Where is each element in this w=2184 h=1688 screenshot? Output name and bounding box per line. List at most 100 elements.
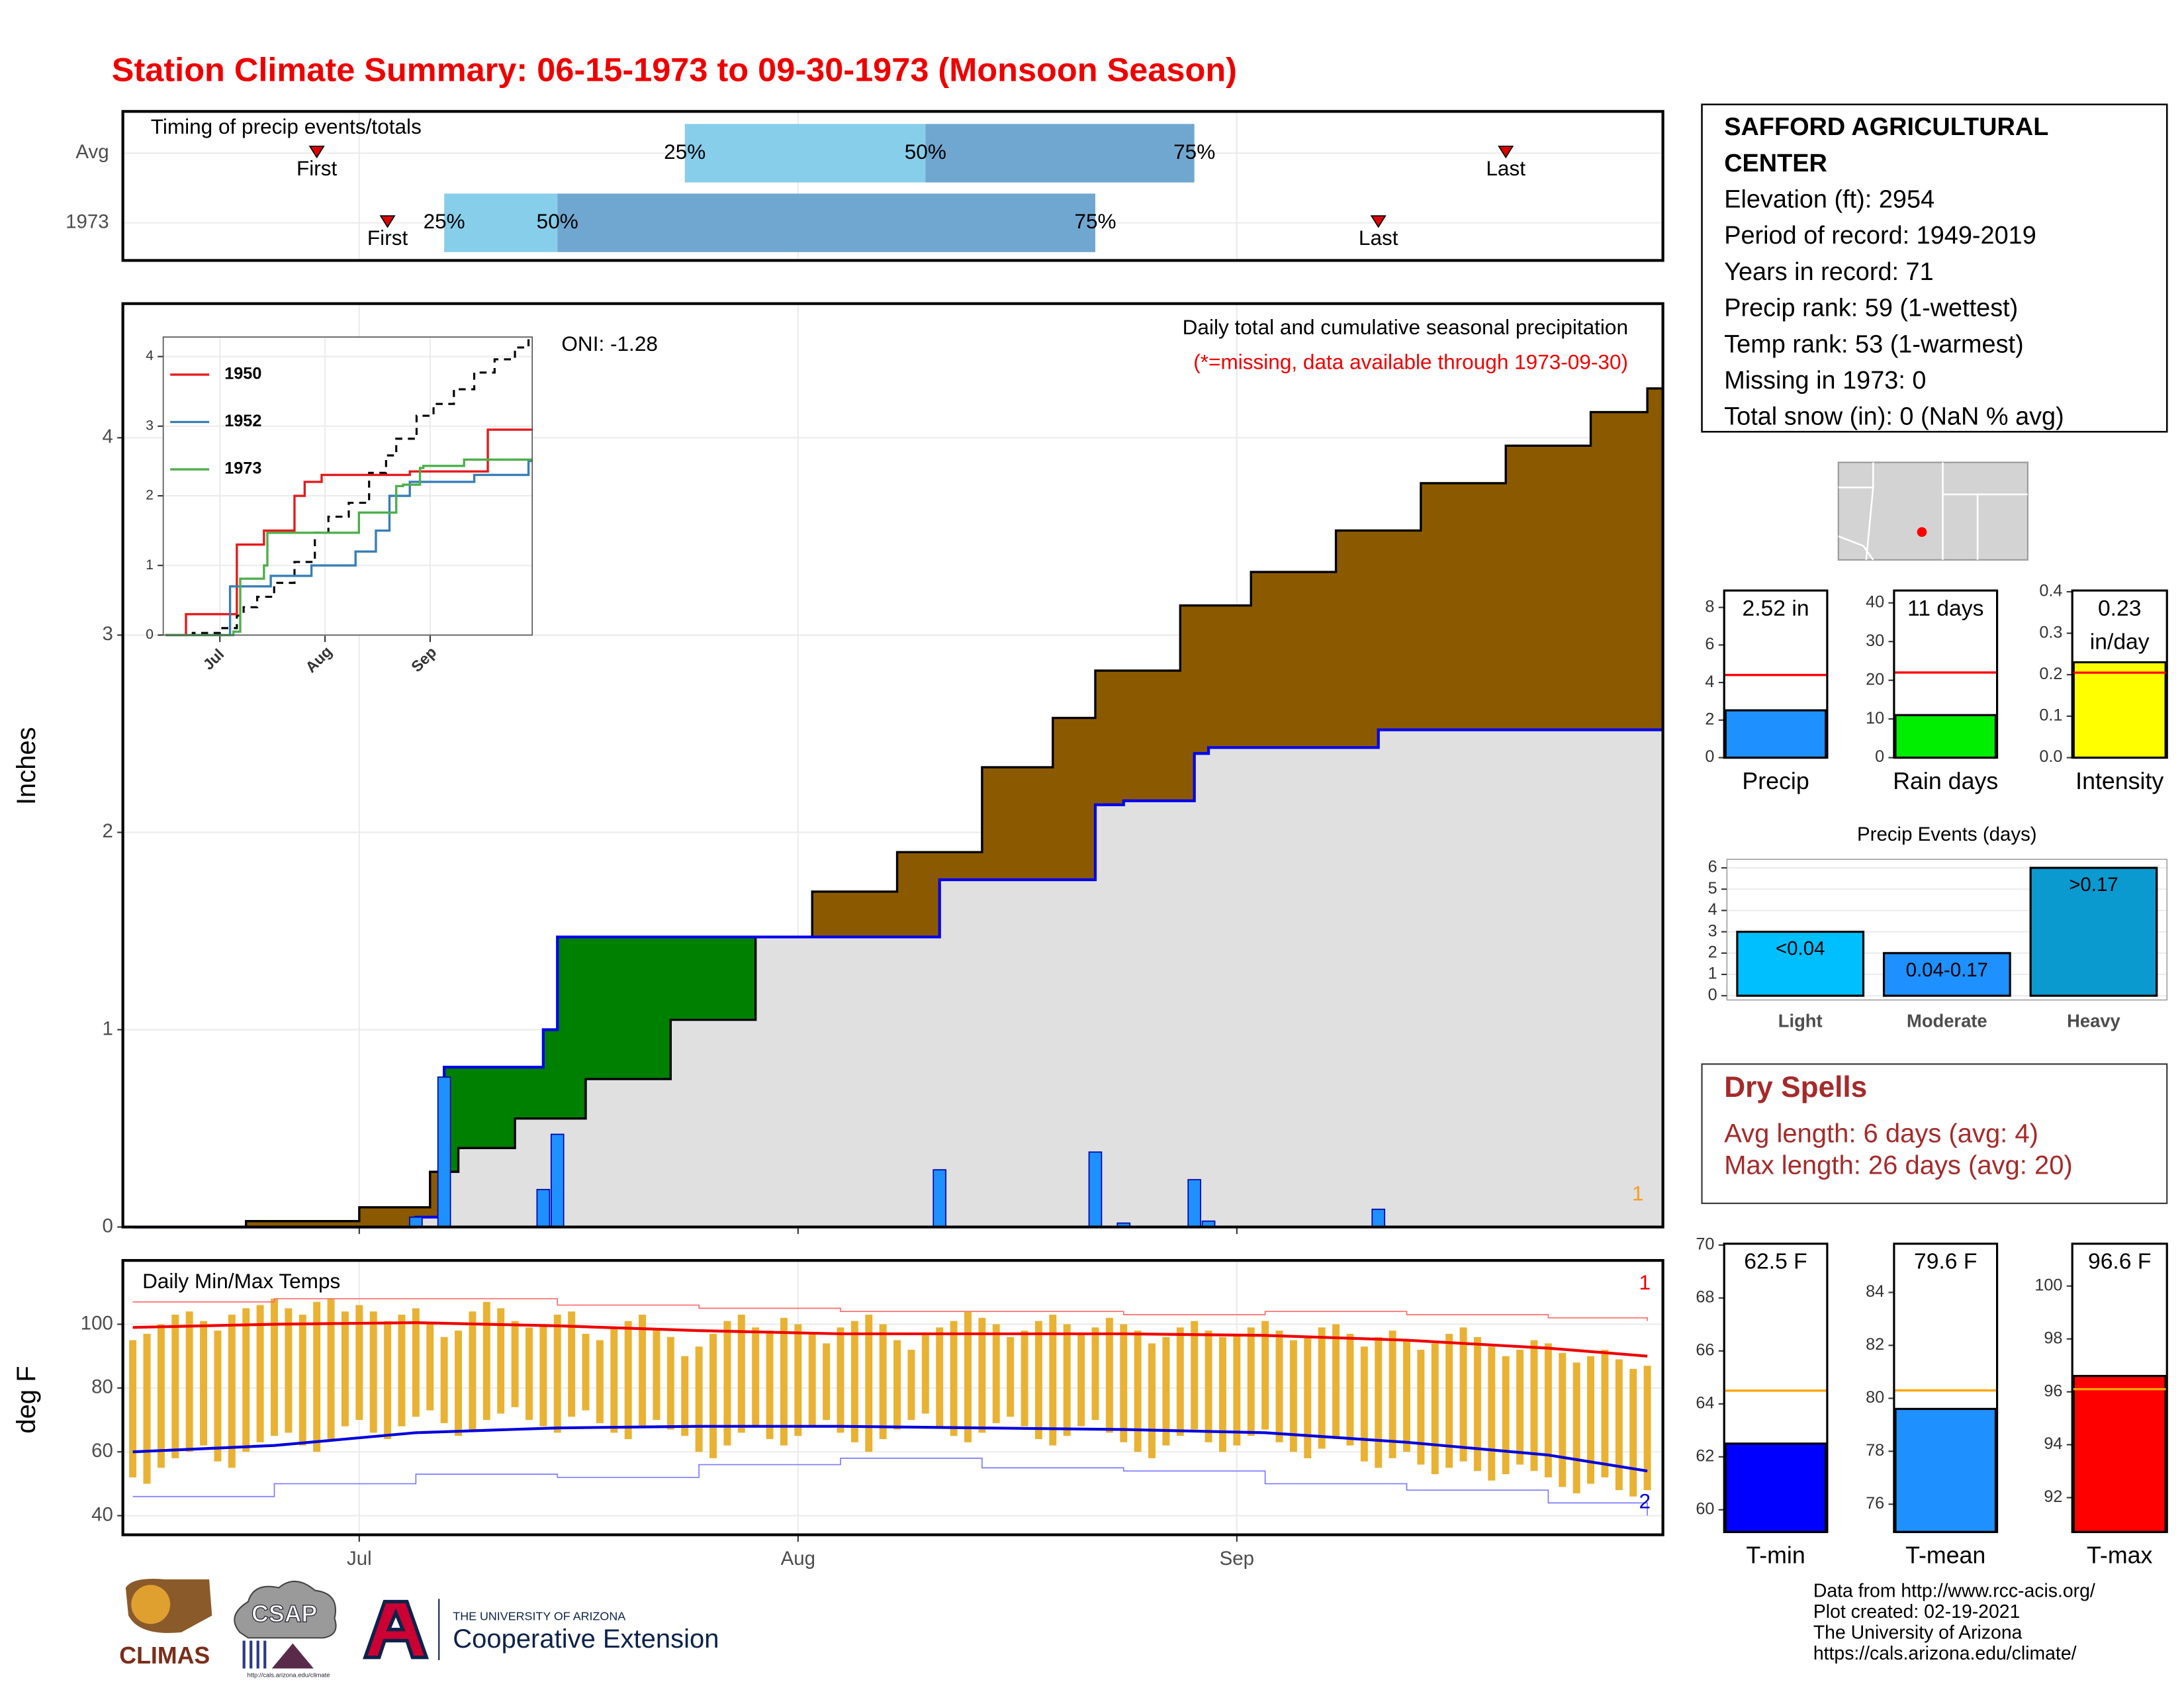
percentile-label: 75% <box>1173 140 1215 164</box>
daily-precip-bar <box>1371 1208 1386 1228</box>
y-tick-label: 3 <box>146 418 154 433</box>
daily-temp-bar <box>1643 1366 1651 1491</box>
climas-sun <box>131 1585 171 1624</box>
percentile-label: 50% <box>537 209 578 233</box>
category-label: T-max <box>2087 1542 2152 1569</box>
daily-temp-bar <box>1445 1333 1453 1468</box>
daily-temp-bar <box>1021 1331 1028 1427</box>
daily-temp-bar <box>1629 1368 1637 1497</box>
legend-label: 1973 <box>224 459 261 478</box>
panel-frame <box>121 302 1664 1229</box>
timing-marker <box>1498 146 1514 159</box>
daily-temp-bar <box>1304 1336 1312 1458</box>
daily-temp-bar <box>837 1327 844 1433</box>
daily-temp-bar <box>228 1315 236 1468</box>
summary-bar <box>1724 709 1827 759</box>
daily-temp-bar <box>666 1336 674 1430</box>
daily-temp-bar <box>285 1308 293 1433</box>
daily-temp-bar <box>1559 1352 1567 1487</box>
marker-label: First <box>296 156 338 180</box>
y-tick-label: 4 <box>146 348 154 363</box>
y-tick-label: 3 <box>103 623 113 645</box>
daily-temp-bar <box>511 1321 519 1407</box>
daily-temp-bar <box>752 1327 760 1427</box>
daily-temp-bar <box>1403 1340 1410 1452</box>
daily-temp-bar <box>1473 1336 1481 1472</box>
x-tick-label: Heavy <box>2067 1011 2120 1031</box>
daily-temp-bar <box>1516 1350 1524 1465</box>
y-tick-label: 0.4 <box>2039 582 2062 600</box>
daily-temp-bar <box>455 1331 463 1436</box>
percentile-label: 25% <box>664 140 705 164</box>
quartile-bar-high <box>925 124 1195 183</box>
ua-name: THE UNIVERSITY OF ARIZONA <box>453 1609 625 1622</box>
daily-temp-bar <box>426 1324 434 1411</box>
daily-temp-bar <box>1162 1336 1170 1446</box>
y-tick-label: 20 <box>1866 670 1884 688</box>
footer-line: Data from http://www.rcc-acis.org/ <box>1813 1580 2095 1601</box>
daily-precip-bar <box>550 1133 565 1228</box>
daily-temp-bar <box>1572 1362 1580 1493</box>
category-label: T-min <box>1746 1542 1805 1569</box>
daily-temp-bar <box>171 1315 179 1458</box>
summary-bar <box>1894 714 1997 759</box>
daily-temp-bar <box>1530 1340 1538 1472</box>
daily-temp-bar <box>681 1356 689 1436</box>
dry-spells-line: Avg length: 6 days (avg: 4) <box>1724 1119 2038 1148</box>
daily-temp-bar <box>271 1298 278 1436</box>
daily-temp-bar <box>1587 1356 1595 1484</box>
daily-temp-bar <box>1134 1331 1142 1452</box>
y-tick-label: 30 <box>1866 632 1884 650</box>
csap-cloud <box>234 1580 337 1639</box>
base-area <box>132 729 1663 1227</box>
y-tick-label: 0 <box>1705 747 1714 766</box>
value-label-box: 79.6 F <box>1914 1250 1977 1274</box>
daily-temp-bar <box>1205 1331 1212 1442</box>
value-label: 96.6 F <box>2087 1250 2152 1275</box>
daily-temp-bar <box>384 1321 392 1439</box>
panel-frame <box>2071 589 2168 759</box>
daily-temp-bar <box>185 1311 193 1452</box>
daily-temp-bar <box>398 1315 406 1427</box>
x-tick-label: Light <box>1778 1011 1823 1031</box>
dry-spells-line: Max length: 26 days (avg: 20) <box>1724 1151 2073 1180</box>
daily-temp-bar <box>1007 1336 1015 1417</box>
value-label-box: 62.5 F <box>1744 1250 1807 1274</box>
daily-temp-bar <box>1275 1331 1283 1442</box>
dry-spells-box <box>1701 1063 2168 1204</box>
daily-temp-bar <box>1459 1327 1467 1462</box>
daily-temp-bar <box>298 1315 306 1446</box>
daily-temp-bar <box>214 1331 222 1462</box>
daily-temp-bar <box>624 1321 632 1439</box>
y-tick-label: 98 <box>2044 1329 2062 1347</box>
daily-temp-bar <box>709 1333 717 1458</box>
daily-temp-bar <box>143 1333 151 1484</box>
daily-temp-bar <box>469 1311 477 1430</box>
ua-block-a <box>363 1599 430 1660</box>
daily-temp-bar <box>1417 1350 1425 1465</box>
timing-marker <box>308 146 325 159</box>
extension-name: Cooperative Extension <box>453 1624 719 1654</box>
panel-title: Daily Min/Max Temps <box>142 1269 340 1293</box>
daily-temp-bar <box>964 1311 972 1442</box>
timing-marker <box>1370 215 1387 228</box>
y-tick-label: 8 <box>1705 597 1714 616</box>
daily-precip-bar <box>409 1216 423 1228</box>
daily-temp-bar <box>157 1324 165 1468</box>
daily-temp-bar <box>1063 1324 1071 1436</box>
daily-temp-bar <box>808 1333 816 1427</box>
series-line <box>165 428 533 637</box>
y-tick-label: 66 <box>1696 1340 1714 1359</box>
daily-temp-bar <box>639 1315 647 1427</box>
y-tick-label: 76 <box>1866 1494 1884 1513</box>
border <box>1838 535 1874 561</box>
daily-temp-bar <box>200 1321 208 1446</box>
daily-temp-bar <box>1105 1317 1113 1433</box>
row-label: Avg <box>75 141 109 163</box>
daily-precip-bar <box>437 1076 451 1228</box>
value-label: 11 days <box>1907 597 1984 622</box>
summary-bar <box>2072 661 2167 759</box>
y-tick-label: 0.0 <box>2039 747 2062 766</box>
panel-frame <box>2071 1243 2168 1533</box>
